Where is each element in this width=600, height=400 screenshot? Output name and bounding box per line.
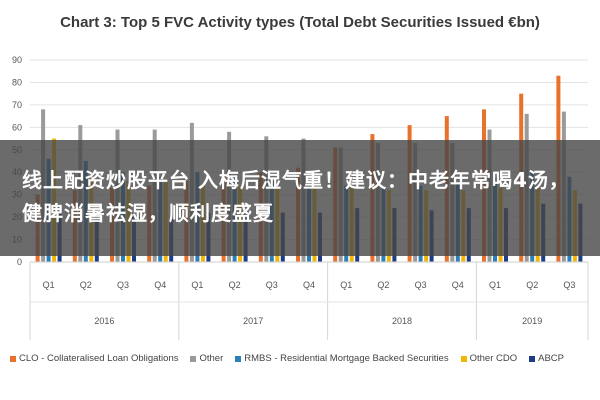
legend-swatch — [460, 355, 467, 362]
legend-label: CLO - Collateralised Loan Obligations — [19, 353, 179, 364]
x-tick-label: Q3 — [266, 280, 278, 290]
x-tick-label: Q4 — [303, 280, 315, 290]
x-tick-label: Q3 — [415, 280, 427, 290]
x-tick-label: Q2 — [377, 280, 389, 290]
x-tick-label: Q2 — [229, 280, 241, 290]
legend-swatch — [235, 355, 242, 362]
x-group-label: 2016 — [94, 316, 114, 326]
x-group-label: 2017 — [243, 316, 263, 326]
legend-swatch — [529, 355, 536, 362]
x-tick-label: Q3 — [563, 280, 575, 290]
legend-label: Other CDO — [469, 353, 518, 364]
x-tick-label: Q2 — [80, 280, 92, 290]
banner-text: 线上配资炒股平台 入梅后湿气重！建议：中老年常喝4汤，健脾消暑祛湿，顺利度盛夏 — [22, 168, 570, 225]
x-tick-label: Q1 — [340, 280, 352, 290]
x-tick-label: Q1 — [43, 280, 55, 290]
chart-title: Chart 3: Top 5 FVC Activity types (Total… — [60, 14, 540, 31]
legend-label: ABCP — [538, 353, 564, 364]
legend-label: Other — [199, 353, 224, 364]
y-tick-label: 0 — [17, 257, 22, 267]
legend-item: RMBS - Residential Mortgage Backed Secur… — [235, 353, 449, 364]
legend-item: CLO - Collateralised Loan Obligations — [10, 353, 178, 364]
x-tick-label: Q2 — [526, 280, 538, 290]
x-group-label: 2019 — [522, 316, 542, 326]
legend-item: Other — [190, 353, 223, 364]
legend-label: RMBS - Residential Mortgage Backed Secur… — [244, 353, 449, 364]
x-tick-label: Q1 — [489, 280, 501, 290]
overlay-banner: 线上配资炒股平台 入梅后湿气重！建议：中老年常喝4汤，健脾消暑祛湿，顺利度盛夏 — [0, 140, 600, 256]
x-tick-label: Q3 — [117, 280, 129, 290]
x-tick-label: Q4 — [154, 280, 166, 290]
y-tick-label: 70 — [12, 100, 22, 110]
legend-swatch — [190, 355, 197, 362]
y-tick-label: 90 — [12, 55, 22, 65]
legend-swatch — [10, 355, 16, 362]
x-group-label: 2018 — [392, 316, 412, 326]
legend-item: Other CDO — [460, 353, 518, 364]
y-tick-label: 80 — [12, 77, 22, 87]
legend-item: ABCP — [529, 353, 564, 364]
x-tick-label: Q1 — [191, 280, 203, 290]
legend: CLO - Collateralised Loan Obligations Oth… — [10, 353, 600, 364]
y-tick-label: 60 — [12, 122, 22, 132]
x-tick-label: Q4 — [452, 280, 464, 290]
